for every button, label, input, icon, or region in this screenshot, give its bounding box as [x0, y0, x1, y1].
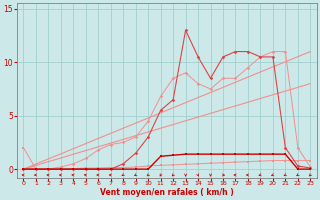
X-axis label: Vent moyen/en rafales ( km/h ): Vent moyen/en rafales ( km/h ) [100, 188, 234, 197]
